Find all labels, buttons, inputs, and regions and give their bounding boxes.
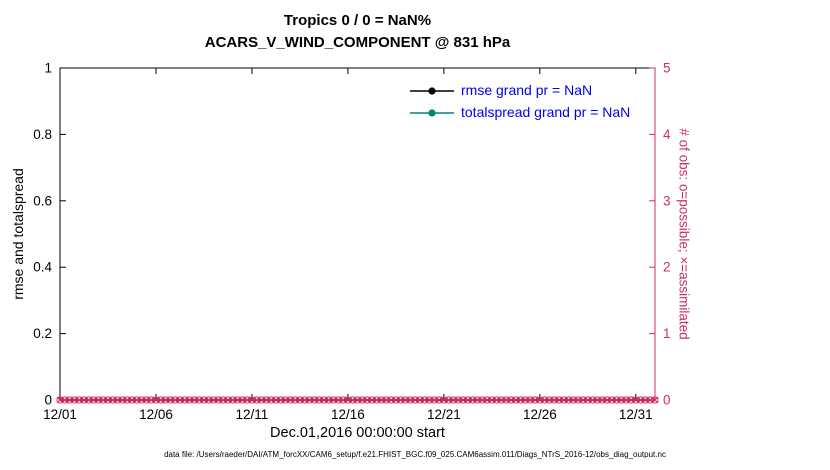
plot-title-line2: ACARS_V_WIND_COMPONENT @ 831 hPa [204, 34, 511, 51]
legend-label-rmse: rmse grand pr = NaN [461, 82, 593, 98]
y-right-tick-label: 1 [663, 326, 671, 341]
y-right-tick-label: 5 [663, 61, 671, 76]
legend: rmse grand pr = NaN totalspread grand pr… [410, 79, 630, 123]
x-tick-label: 12/26 [523, 407, 557, 422]
rmse-line-swatch [410, 84, 454, 96]
y-left-tick-label: 0.2 [33, 326, 52, 341]
y-left-tick-label: 0.6 [33, 193, 52, 208]
y-axis-label-right: # of obs: o=possible; ×=assimilated [676, 128, 692, 340]
legend-label-totalspread: totalspread grand pr = NaN [461, 104, 631, 120]
x-tick-label: 12/21 [427, 407, 461, 422]
y-axis-left-ticks: 0 0.2 0.4 0.6 0.8 1 [33, 61, 66, 408]
obs-count-markers [56, 396, 659, 404]
y-right-tick-label: 0 [663, 393, 671, 408]
legend-entry-rmse: rmse grand pr = NaN [410, 79, 630, 101]
y-left-tick-label: 0.4 [33, 260, 52, 275]
x-tick-label: 12/01 [43, 407, 77, 422]
totalspread-line-swatch [410, 106, 454, 118]
data-file-caption: data file: /Users/raeder/DAI/ATM_forcXX/… [164, 450, 666, 459]
x-axis-label: Dec.01,2016 00:00:00 start [270, 425, 445, 441]
plot-title-line1: Tropics 0 / 0 = NaN% [283, 12, 432, 29]
plot-box [59, 67, 656, 401]
x-tick-label: 12/11 [236, 407, 269, 422]
y-right-tick-label: 3 [663, 193, 671, 208]
x-axis-ticks: 12/01 12/06 12/11 12/16 12/21 12/26 12/31 [43, 68, 653, 422]
y-left-tick-label: 0 [44, 393, 52, 408]
y-axis-label-left: rmse and totalspread [10, 168, 26, 300]
x-tick-label: 12/31 [619, 407, 653, 422]
y-left-tick-label: 1 [44, 61, 52, 76]
y-right-tick-label: 2 [663, 260, 671, 275]
legend-entry-totalspread: totalspread grand pr = NaN [410, 101, 630, 123]
y-axis-right-ticks: 0 1 2 3 4 5 [649, 61, 671, 408]
y-right-tick-label: 4 [663, 127, 671, 142]
y-left-tick-label: 0.8 [33, 127, 52, 142]
x-tick-label: 12/16 [331, 407, 365, 422]
x-tick-label: 12/06 [139, 407, 173, 422]
